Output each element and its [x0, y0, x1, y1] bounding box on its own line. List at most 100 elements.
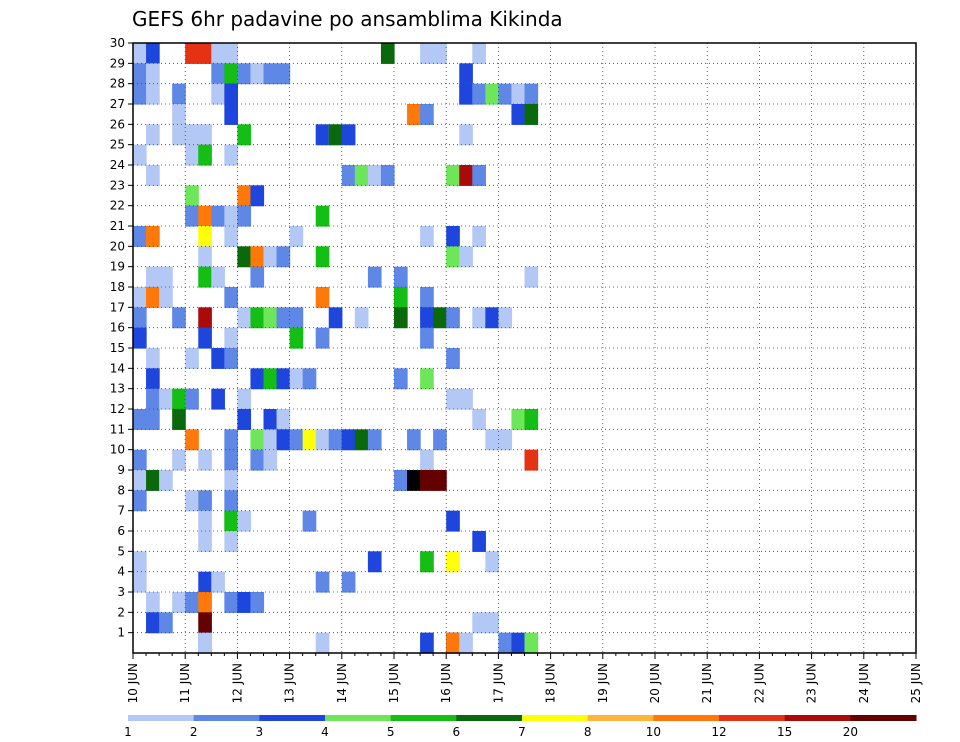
- y-tick-label: 4: [117, 565, 125, 579]
- heatmap-cell: [185, 592, 199, 613]
- heatmap-cell: [420, 632, 434, 654]
- heatmap-cell: [250, 592, 265, 613]
- heatmap-cell: [133, 287, 147, 308]
- heatmap-cell: [172, 592, 186, 613]
- heatmap-cell: [524, 104, 539, 125]
- heatmap-cell: [420, 470, 434, 491]
- heatmap-cell: [224, 63, 238, 85]
- heatmap-cell: [498, 83, 513, 105]
- heatmap-cell: [159, 266, 173, 288]
- heatmap-cell: [211, 63, 225, 85]
- heatmap-cell: [420, 449, 434, 471]
- colorbar-segment: [390, 715, 457, 721]
- heatmap-cell: [224, 226, 238, 247]
- heatmap-cell: [185, 429, 199, 451]
- colorbar-segment: [456, 715, 523, 721]
- heatmap-cell: [198, 449, 212, 471]
- heatmap-cell: [498, 632, 513, 654]
- heatmap-cell: [198, 531, 212, 552]
- colorbar-segment: [587, 715, 654, 721]
- heatmap-cell: [133, 327, 147, 349]
- y-tick-label: 30: [110, 36, 125, 50]
- y-tick-label: 10: [110, 443, 125, 457]
- heatmap-cell: [524, 266, 539, 288]
- x-tick-label: 11 JUN: [178, 663, 192, 703]
- heatmap-cell: [224, 449, 238, 471]
- y-tick-label: 17: [110, 300, 125, 314]
- colorbar-label: 4: [321, 725, 329, 739]
- heatmap-cell: [172, 409, 186, 430]
- heatmap-cell: [524, 409, 539, 430]
- heatmap-cell: [224, 592, 238, 613]
- heatmap-cell: [159, 287, 173, 308]
- heatmap-cell: [146, 388, 160, 410]
- heatmap-cell: [511, 409, 526, 430]
- x-tick-label: 15 JUN: [387, 663, 401, 703]
- heatmap-cell: [485, 612, 499, 634]
- heatmap-cell: [459, 63, 473, 85]
- heatmap-cell: [433, 470, 447, 491]
- heatmap-cell: [224, 144, 238, 166]
- heatmap-cell: [302, 368, 317, 390]
- heatmap-cell: [446, 307, 460, 329]
- heatmap-cell: [524, 83, 539, 105]
- heatmap-cell: [185, 388, 199, 410]
- heatmap-cell: [211, 388, 225, 410]
- heatmap-cell: [237, 124, 252, 146]
- heatmap-cell: [459, 246, 473, 268]
- heatmap-cell: [341, 429, 356, 451]
- heatmap-cell: [146, 368, 160, 390]
- y-tick-label: 28: [110, 77, 125, 91]
- heatmap-cell: [250, 63, 265, 85]
- heatmap-cell: [198, 266, 212, 288]
- y-tick-label: 5: [117, 544, 125, 558]
- y-tick-label: 16: [110, 321, 125, 335]
- heatmap-cell: [433, 43, 447, 64]
- heatmap-cell: [354, 429, 369, 451]
- heatmap-cell: [315, 327, 330, 349]
- heatmap-cell: [394, 470, 408, 491]
- heatmap-cell: [459, 165, 473, 186]
- heatmap-cell: [420, 287, 434, 308]
- heatmap-cell: [172, 83, 186, 105]
- heatmap-cell: [446, 348, 460, 369]
- heatmap-cell: [224, 327, 238, 349]
- heatmap-cell: [237, 63, 252, 85]
- heatmap-cell: [459, 632, 473, 654]
- heatmap-cell: [159, 470, 173, 491]
- heatmap-cell: [420, 43, 434, 64]
- heatmap-cell: [198, 205, 212, 227]
- heatmap-cell: [328, 124, 343, 146]
- heatmap-cell: [289, 429, 304, 451]
- heatmap-cell: [263, 368, 278, 390]
- y-tick-label: 6: [117, 524, 125, 538]
- heatmap-cell: [328, 429, 343, 451]
- heatmap-cell: [472, 83, 486, 105]
- heatmap-cell: [276, 63, 291, 85]
- heatmap-cell: [511, 104, 526, 125]
- heatmap-cell: [276, 409, 291, 430]
- y-axis: 1234567891011121314151617181920212223242…: [110, 36, 133, 640]
- heatmap-cell: [394, 307, 408, 329]
- x-tick-label: 22 JUN: [752, 663, 766, 703]
- y-tick-label: 12: [110, 402, 125, 416]
- colorbar-label: 6: [453, 725, 461, 739]
- heatmap-cell: [211, 571, 225, 593]
- heatmap-cell: [341, 124, 356, 146]
- y-tick-label: 15: [110, 341, 125, 355]
- y-tick-label: 29: [110, 56, 125, 70]
- heatmap-cell: [133, 470, 147, 491]
- heatmap-cell: [250, 185, 265, 207]
- heatmap-cell: [498, 429, 513, 451]
- y-tick-label: 23: [110, 178, 125, 192]
- heatmap-cell: [459, 388, 473, 410]
- heatmap-cell: [250, 246, 265, 268]
- heatmap-cell: [433, 307, 447, 329]
- y-tick-label: 3: [117, 585, 125, 599]
- heatmap-cell: [146, 592, 160, 613]
- x-tick-label: 25 JUN: [909, 663, 923, 703]
- heatmap-cell: [472, 531, 486, 552]
- heatmap-cell: [302, 510, 317, 532]
- heatmap-cell: [315, 246, 330, 268]
- heatmap-cell: [250, 307, 265, 329]
